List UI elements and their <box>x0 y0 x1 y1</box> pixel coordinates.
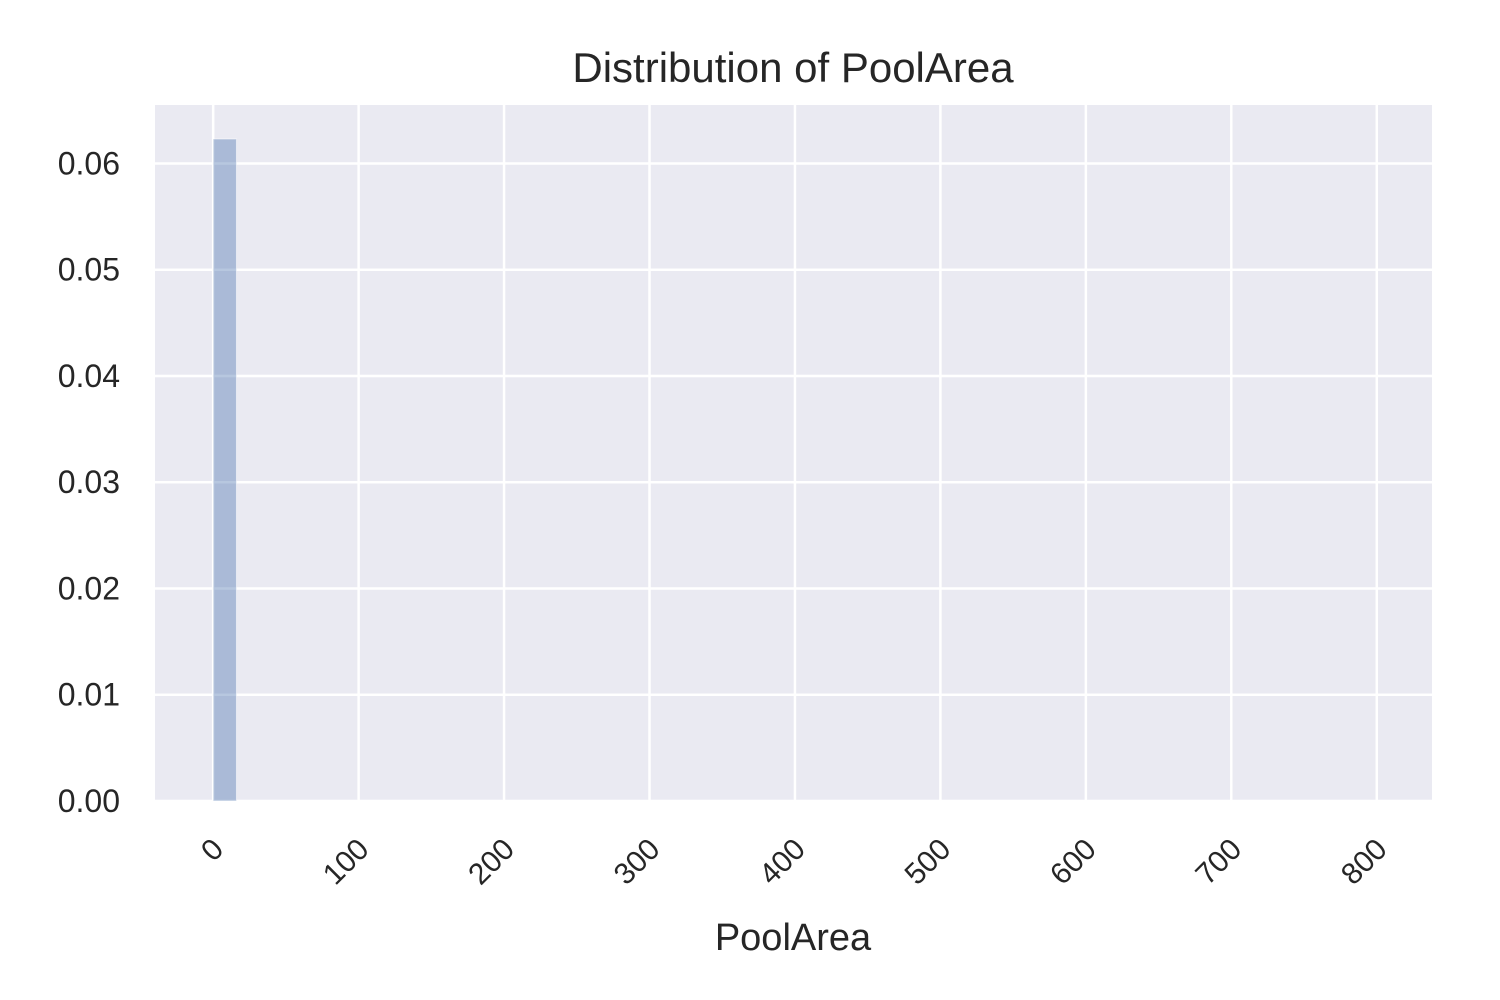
x-tick-label: 600 <box>1044 833 1103 892</box>
histogram-bar <box>212 138 237 802</box>
x-tick-labels: 0 100 200 300 400 500 600 700 800 <box>195 833 1394 892</box>
y-tick-label: 0.03 <box>58 464 120 500</box>
chart-title: Distribution of PoolArea <box>572 44 1014 91</box>
x-axis-label: PoolArea <box>715 917 872 959</box>
x-tick-label: 500 <box>899 833 958 892</box>
x-tick-label: 0 <box>195 833 230 868</box>
y-tick-label: 0.04 <box>58 358 120 394</box>
x-tick-label: 100 <box>317 833 376 892</box>
x-tick-label: 200 <box>462 833 521 892</box>
x-tick-label: 400 <box>753 833 812 892</box>
y-tick-label: 0.05 <box>58 252 120 288</box>
bars <box>212 138 237 802</box>
y-tick-label: 0.00 <box>58 783 120 819</box>
y-tick-labels: 0.00 0.01 0.02 0.03 0.04 0.05 0.06 <box>58 145 120 819</box>
y-tick-label: 0.02 <box>58 570 120 606</box>
plot-area <box>155 105 1432 801</box>
y-tick-label: 0.06 <box>58 145 120 181</box>
x-tick-label: 800 <box>1335 833 1394 892</box>
x-tick-label: 700 <box>1190 833 1249 892</box>
x-tick-label: 300 <box>608 833 667 892</box>
grid <box>155 105 1432 803</box>
y-tick-label: 0.01 <box>58 677 120 713</box>
